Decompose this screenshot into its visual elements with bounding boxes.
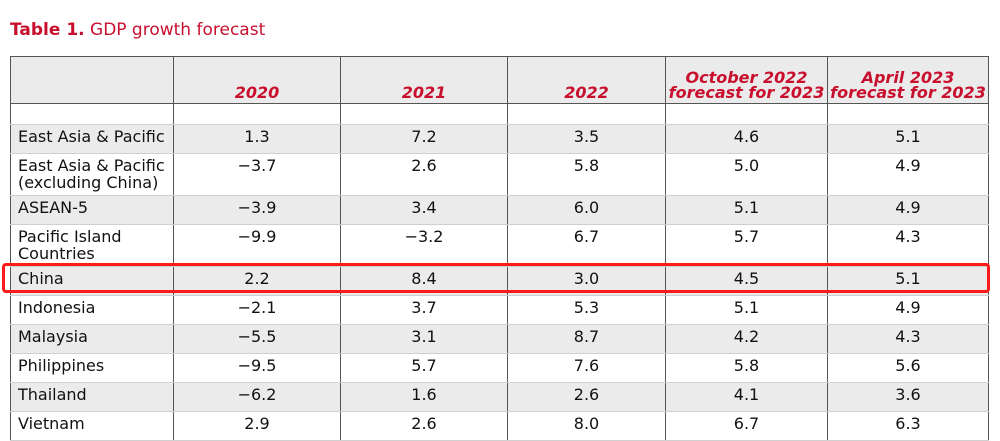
cell-2022: 8.7 [507, 324, 666, 354]
row-label: Vietnam [10, 411, 174, 441]
header-2021: 2021 [340, 56, 508, 104]
table-row-highlighted: China 2.2 8.4 3.0 4.5 5.1 [10, 266, 989, 296]
cell-2020: −9.9 [173, 224, 341, 267]
cell-2020: 2.2 [173, 266, 341, 296]
cell-apr-forecast: 4.9 [827, 295, 989, 325]
table-row: East Asia & Pacific (excluding China) −3… [10, 153, 989, 196]
gdp-growth-table: 2020 2021 2022 October 2022 forecast for… [10, 56, 989, 441]
row-label: East Asia & Pacific [10, 124, 174, 154]
table-caption: Table 1. GDP growth forecast [10, 20, 265, 40]
cell-oct-forecast: 5.7 [665, 224, 828, 267]
cell-oct-forecast: 5.0 [665, 153, 828, 196]
row-label: China [10, 266, 174, 296]
cell-oct-forecast: 6.7 [665, 411, 828, 441]
row-label: Pacific Island Countries [10, 224, 174, 267]
cell-2021: 5.7 [340, 353, 508, 383]
cell-oct-forecast: 5.1 [665, 295, 828, 325]
row-label: ASEAN-5 [10, 195, 174, 225]
header-2022: 2022 [507, 56, 666, 104]
table-title: GDP growth forecast [90, 20, 266, 40]
cell-2020: 1.3 [173, 124, 341, 154]
table-row: Malaysia −5.5 3.1 8.7 4.2 4.3 [10, 324, 989, 354]
cell-2022: 7.6 [507, 353, 666, 383]
cell-oct-forecast: 4.2 [665, 324, 828, 354]
cell-2021: 8.4 [340, 266, 508, 296]
cell-apr-forecast: 4.3 [827, 224, 989, 267]
cell-2022: 6.0 [507, 195, 666, 225]
cell-apr-forecast: 4.9 [827, 195, 989, 225]
table-number: Table 1. [10, 20, 85, 40]
row-label: Philippines [10, 353, 174, 383]
table-row: Thailand −6.2 1.6 2.6 4.1 3.6 [10, 382, 989, 412]
cell-oct-forecast: 4.1 [665, 382, 828, 412]
gdp-table-container: 2020 2021 2022 October 2022 forecast for… [10, 56, 989, 441]
cell-oct-forecast: 4.5 [665, 266, 828, 296]
table-row: Philippines −9.5 5.7 7.6 5.8 5.6 [10, 353, 989, 383]
row-label: East Asia & Pacific (excluding China) [10, 153, 174, 196]
cell-2020: −5.5 [173, 324, 341, 354]
cell-2022: 6.7 [507, 224, 666, 267]
spacer-row [10, 103, 989, 125]
cell-2022: 5.8 [507, 153, 666, 196]
header-oct-2022-forecast: October 2022 forecast for 2023 [665, 56, 828, 104]
cell-2020: 2.9 [173, 411, 341, 441]
table-row: East Asia & Pacific 1.3 7.2 3.5 4.6 5.1 [10, 124, 989, 154]
cell-2021: 7.2 [340, 124, 508, 154]
row-label: Malaysia [10, 324, 174, 354]
cell-apr-forecast: 5.1 [827, 266, 989, 296]
cell-apr-forecast: 4.3 [827, 324, 989, 354]
cell-2022: 8.0 [507, 411, 666, 441]
table-row: Pacific Island Countries −9.9 −3.2 6.7 5… [10, 224, 989, 267]
cell-2020: −3.7 [173, 153, 341, 196]
row-label: Indonesia [10, 295, 174, 325]
cell-oct-forecast: 5.1 [665, 195, 828, 225]
cell-2021: 2.6 [340, 153, 508, 196]
cell-oct-forecast: 4.6 [665, 124, 828, 154]
cell-2020: −6.2 [173, 382, 341, 412]
table-row: Vietnam 2.9 2.6 8.0 6.7 6.3 [10, 411, 989, 441]
cell-2022: 3.0 [507, 266, 666, 296]
row-label: Thailand [10, 382, 174, 412]
cell-2021: 3.7 [340, 295, 508, 325]
cell-apr-forecast: 5.6 [827, 353, 989, 383]
cell-2022: 5.3 [507, 295, 666, 325]
cell-apr-forecast: 5.1 [827, 124, 989, 154]
cell-2021: 2.6 [340, 411, 508, 441]
header-2020: 2020 [173, 56, 341, 104]
cell-2020: −9.5 [173, 353, 341, 383]
cell-2021: 3.4 [340, 195, 508, 225]
cell-oct-forecast: 5.8 [665, 353, 828, 383]
cell-apr-forecast: 3.6 [827, 382, 989, 412]
header-row: 2020 2021 2022 October 2022 forecast for… [10, 56, 989, 104]
cell-2022: 2.6 [507, 382, 666, 412]
cell-2021: −3.2 [340, 224, 508, 267]
cell-apr-forecast: 4.9 [827, 153, 989, 196]
cell-apr-forecast: 6.3 [827, 411, 989, 441]
cell-2021: 3.1 [340, 324, 508, 354]
table-row: Indonesia −2.1 3.7 5.3 5.1 4.9 [10, 295, 989, 325]
header-country [10, 56, 174, 104]
cell-2022: 3.5 [507, 124, 666, 154]
cell-2020: −2.1 [173, 295, 341, 325]
header-apr-2023-forecast: April 2023 forecast for 2023 [827, 56, 989, 104]
cell-2021: 1.6 [340, 382, 508, 412]
cell-2020: −3.9 [173, 195, 341, 225]
table-row: ASEAN-5 −3.9 3.4 6.0 5.1 4.9 [10, 195, 989, 225]
